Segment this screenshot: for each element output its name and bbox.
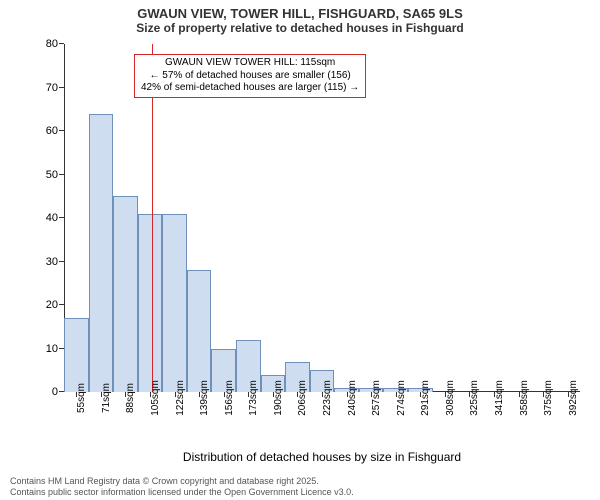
x-tick-label: 308sqm — [445, 380, 456, 416]
y-tick-mark — [59, 43, 64, 44]
y-tick-mark — [59, 87, 64, 88]
x-tick-label: 240sqm — [347, 380, 358, 416]
y-tick-label: 0 — [52, 386, 58, 398]
chart-title-sub: Size of property relative to detached ho… — [0, 21, 600, 39]
footer-line: Contains public sector information licen… — [10, 487, 354, 498]
bar — [89, 114, 114, 392]
x-axis: 55sqm71sqm88sqm105sqm122sqm139sqm156sqm1… — [64, 392, 580, 452]
y-tick-label: 10 — [46, 343, 58, 355]
annotation-line: 42% of semi-detached houses are larger (… — [141, 82, 359, 95]
x-tick-label: 55sqm — [76, 383, 87, 413]
bar — [187, 270, 212, 392]
annotation-line: ← 57% of detached houses are smaller (15… — [141, 70, 359, 83]
y-axis: 01020304050607080 — [24, 44, 64, 392]
footer-line: Contains HM Land Registry data © Crown c… — [10, 476, 354, 487]
x-tick-label: 358sqm — [519, 380, 530, 416]
annotation-line: GWAUN VIEW TOWER HILL: 115sqm — [141, 57, 359, 70]
annotation-box: GWAUN VIEW TOWER HILL: 115sqm← 57% of de… — [134, 54, 366, 98]
y-tick-mark — [59, 130, 64, 131]
y-tick-label: 20 — [46, 299, 58, 311]
plot-area: 01020304050607080 Number of detached pro… — [64, 44, 580, 392]
y-tick-label: 60 — [46, 125, 58, 137]
y-tick-label: 80 — [46, 38, 58, 50]
chart-container: GWAUN VIEW, TOWER HILL, FISHGUARD, SA65 … — [0, 0, 600, 500]
x-tick-label: 71sqm — [101, 383, 112, 413]
x-tick-label: 392sqm — [568, 380, 579, 416]
bar — [138, 214, 163, 392]
y-tick-mark — [59, 304, 64, 305]
y-tick-mark — [59, 261, 64, 262]
y-tick-mark — [59, 174, 64, 175]
x-tick-label: 223sqm — [322, 380, 333, 416]
y-tick-label: 70 — [46, 82, 58, 94]
x-tick-label: 105sqm — [150, 380, 161, 416]
bar — [162, 214, 187, 392]
x-tick-label: 173sqm — [248, 380, 259, 416]
y-tick-mark — [59, 217, 64, 218]
y-tick-label: 50 — [46, 169, 58, 181]
y-tick-label: 30 — [46, 256, 58, 268]
x-tick-label: 206sqm — [297, 380, 308, 416]
x-axis-label: Distribution of detached houses by size … — [183, 450, 461, 464]
x-tick-label: 257sqm — [371, 380, 382, 416]
bar — [64, 318, 89, 392]
x-tick-label: 375sqm — [543, 380, 554, 416]
x-tick-label: 139sqm — [199, 380, 210, 416]
x-tick-label: 325sqm — [469, 380, 480, 416]
x-tick-label: 156sqm — [224, 380, 235, 416]
chart-title-main: GWAUN VIEW, TOWER HILL, FISHGUARD, SA65 … — [0, 0, 600, 21]
footer: Contains HM Land Registry data © Crown c… — [10, 476, 354, 498]
y-tick-label: 40 — [46, 212, 58, 224]
x-tick-label: 122sqm — [175, 380, 186, 416]
x-tick-label: 88sqm — [125, 383, 136, 413]
bar — [113, 196, 138, 392]
x-tick-label: 291sqm — [420, 380, 431, 416]
x-tick-label: 190sqm — [273, 380, 284, 416]
x-tick-label: 341sqm — [494, 380, 505, 416]
x-tick-label: 274sqm — [396, 380, 407, 416]
